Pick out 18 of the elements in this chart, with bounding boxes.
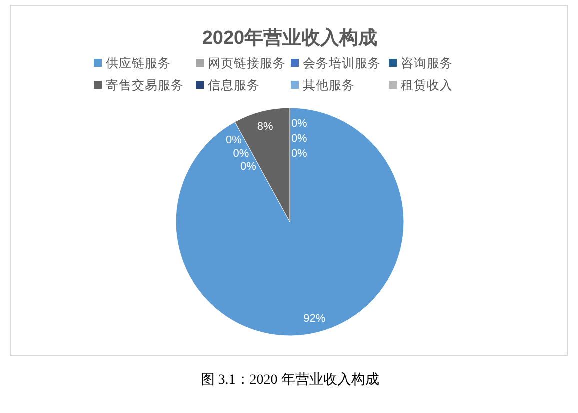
data-label: 8% (257, 120, 274, 133)
data-label: 0% (291, 132, 308, 145)
legend-label: 会务培训服务 (303, 56, 381, 70)
legend-label: 租赁收入 (401, 78, 453, 92)
title: 2020年营业收入构成 (202, 28, 378, 49)
legend-label: 咨询服务 (401, 56, 453, 70)
legend-label: 信息服务 (208, 78, 260, 92)
data-label: 0% (291, 148, 308, 160)
legend-label: 网页链接服务 (208, 56, 286, 70)
legend-label: 其他服务 (303, 78, 355, 92)
data-label: 0% (226, 134, 242, 147)
caption: 图 3.1：2020 年营业收入构成 (200, 373, 380, 388)
legend-label: 供应链服务 (106, 56, 171, 70)
data-label: 0% (291, 118, 308, 130)
data-label: 92% (304, 313, 326, 326)
data-label: 0% (240, 160, 256, 173)
data-label: 0% (233, 148, 250, 160)
legend-label: 寄售交易服务 (106, 78, 184, 92)
